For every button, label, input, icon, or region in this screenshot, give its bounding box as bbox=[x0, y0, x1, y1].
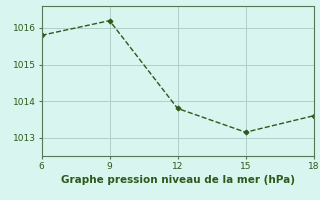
X-axis label: Graphe pression niveau de la mer (hPa): Graphe pression niveau de la mer (hPa) bbox=[60, 175, 295, 185]
